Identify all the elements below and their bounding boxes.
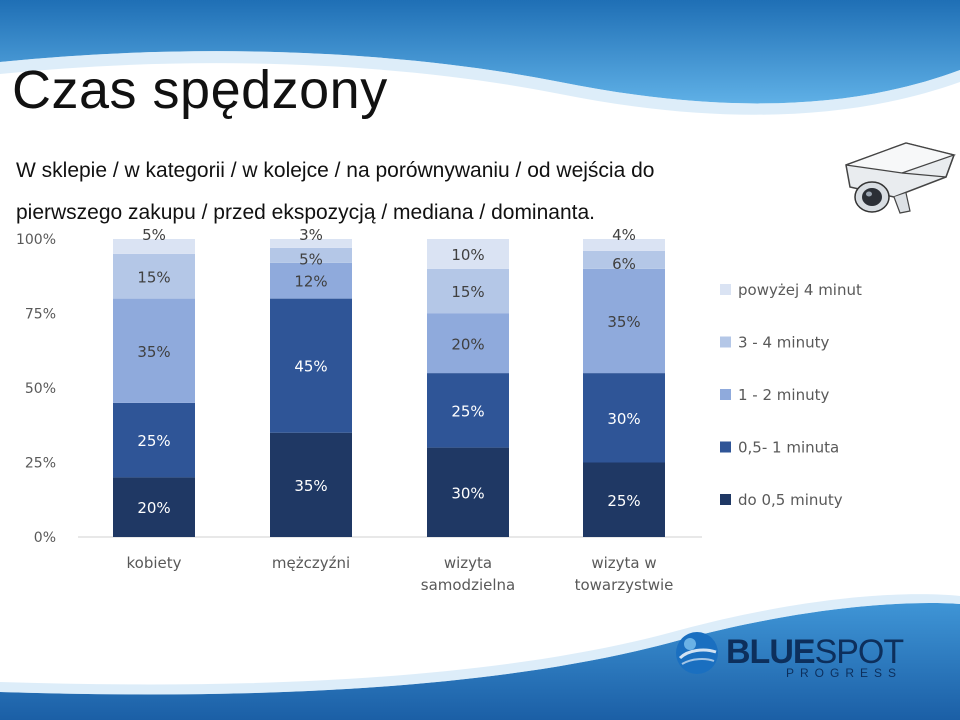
x-category-label: wizyta samodzielna	[421, 554, 515, 594]
bars-group: 20% 25% 35% 15% 5% 35% 45% 12% 5% 3% 30% 25% 20% 15% 1…	[113, 226, 665, 537]
bar-segment	[583, 373, 665, 463]
logo-globe-icon	[676, 632, 718, 674]
x-axis: kobiety mężczyźni wizyta samodzielna wizyta …	[126, 554, 673, 594]
bar-segment	[583, 268, 665, 374]
bar-segment	[583, 462, 665, 537]
footer-wave-highlight	[0, 594, 960, 695]
header-wave-highlight	[0, 51, 960, 115]
bar-segment	[113, 477, 195, 537]
legend-label: powyżej 4 minut	[738, 281, 862, 299]
y-tick-label: 50%	[25, 381, 56, 397]
y-tick-label: 25%	[25, 456, 56, 472]
x-category-label: mężczyźni	[272, 554, 350, 572]
data-label: 4%	[612, 226, 636, 244]
data-label: 35%	[137, 343, 170, 361]
x-category-label: kobiety	[126, 554, 181, 572]
data-label: 5%	[142, 226, 166, 244]
y-tick-label: 0%	[34, 530, 56, 546]
data-label: 35%	[294, 477, 327, 495]
bar-segment	[113, 402, 195, 478]
bar-segment	[270, 239, 352, 248]
y-tick-label: 100%	[16, 232, 56, 248]
y-tick-label: 75%	[25, 307, 56, 323]
legend-swatch	[720, 441, 731, 453]
bar-segment	[583, 250, 665, 269]
data-label: 3%	[299, 226, 323, 244]
data-label: 20%	[137, 499, 170, 517]
data-label: 15%	[137, 268, 170, 286]
footer-wave	[0, 603, 960, 720]
data-label: 35%	[607, 313, 640, 331]
legend-swatch	[720, 494, 731, 505]
legend-label: 3 - 4 minuty	[738, 334, 829, 352]
data-label: 25%	[607, 492, 640, 510]
data-label: 25%	[451, 402, 484, 420]
stacked-bar-chart: 0% 25% 50% 75% 100% 20% 25% 35% 15% 5% 35% 45% 12% 5…	[16, 226, 862, 594]
y-axis: 0% 25% 50% 75% 100%	[16, 232, 56, 546]
slide-title: Czas spędzony	[12, 60, 388, 120]
bar-segment	[427, 239, 509, 269]
legend-swatch	[720, 336, 731, 348]
data-label: 12%	[294, 273, 327, 291]
bar-segment	[270, 262, 352, 299]
bar-segment	[583, 239, 665, 251]
header-wave	[0, 0, 960, 104]
bluespot-logo: BLUESPOT PROGRESS	[674, 628, 914, 688]
data-label: 6%	[612, 255, 636, 273]
data-label: 10%	[451, 246, 484, 264]
bar-segment	[270, 298, 352, 433]
data-label: 15%	[451, 283, 484, 301]
data-label: 5%	[299, 250, 323, 268]
data-label: 25%	[137, 432, 170, 450]
legend-label: 0,5- 1 minuta	[738, 439, 839, 457]
x-category-label: wizyta w towarzystwie	[575, 554, 674, 594]
legend-label: 1 - 2 minuty	[738, 386, 829, 404]
slide-subtitle: W sklepie / w kategorii / w kolejce / na…	[16, 159, 655, 224]
bar-segment	[427, 447, 509, 537]
logo-brand-bold: BLUE	[726, 633, 816, 671]
logo-brand-light: SPOT	[814, 633, 905, 671]
bar-segment	[427, 268, 509, 314]
logo-tagline: PROGRESS	[786, 666, 903, 680]
data-label: 45%	[294, 358, 327, 376]
data-label: 30%	[607, 410, 640, 428]
bar-segment	[113, 298, 195, 403]
data-label: 30%	[451, 484, 484, 502]
bar-segment	[113, 239, 195, 254]
bar-segment	[270, 247, 352, 263]
bar-segment	[113, 253, 195, 299]
legend-label: do 0,5 minuty	[738, 491, 843, 509]
bar-segment	[427, 313, 509, 374]
data-label: 20%	[451, 335, 484, 353]
chart-legend: powyżej 4 minut 3 - 4 minuty 1 - 2 minuty 0…	[720, 281, 862, 509]
bar-segment	[427, 373, 509, 448]
security-camera-icon	[845, 142, 957, 214]
bar-segment	[270, 432, 352, 537]
legend-swatch	[720, 389, 731, 400]
logo-wordmark: BLUESPOT	[726, 632, 905, 672]
legend-swatch	[720, 284, 731, 295]
